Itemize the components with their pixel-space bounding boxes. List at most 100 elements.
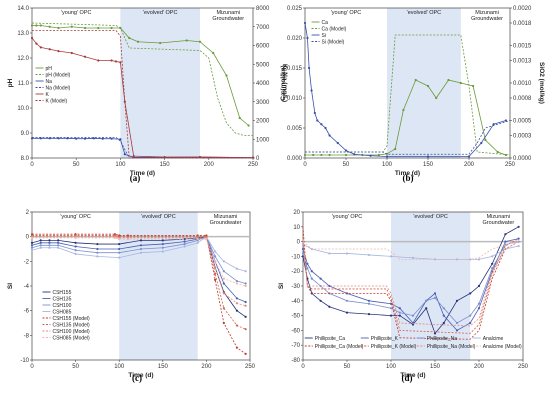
data-point [244,352,247,355]
data-point [214,266,217,269]
data-point [433,292,437,295]
region-label-groundwater: Mizunami [214,214,238,220]
y-tick-label: 10.0 [17,106,29,112]
data-point [442,321,445,325]
x-tick-label: 50 [343,162,350,168]
data-point [344,149,348,152]
x-axis-label: Time (d) [130,170,155,177]
legend-entry: Ca [322,20,329,26]
data-point [39,244,42,247]
y-tick-label: 0.020 [287,36,303,42]
data-point [35,42,38,45]
data-point [39,24,42,27]
y2-tick-label: 4000 [256,81,270,87]
data-point [306,36,309,40]
data-point [126,238,130,241]
y-tick-label: -10 [291,254,300,260]
data-point [336,141,339,145]
data-point [118,251,121,254]
data-point [319,299,322,302]
series-line [31,236,246,303]
data-point [57,241,60,244]
data-point [504,240,507,243]
series-line [302,238,519,327]
legend-entry: Ca (Model) [322,26,347,32]
data-point [425,307,428,310]
data-point [96,251,99,254]
legend-entry: Phillipsite_Ca [315,336,346,342]
legend-entry: K (Model) [46,98,68,104]
data-point [48,246,51,249]
panel-caption: (a) [130,173,141,183]
data-point [469,321,472,325]
data-point [306,262,309,265]
evolved-region-shade [119,212,198,360]
data-point [222,270,225,273]
data-point [235,282,239,285]
data-point [433,296,437,299]
data-point [477,307,481,310]
data-point [74,236,77,239]
data-point [442,307,445,310]
data-point [324,126,327,130]
data-point [196,238,199,241]
data-point [183,242,186,246]
region-label-young: 'young' OPC [60,214,91,220]
data-point [504,119,507,122]
data-point [235,279,239,283]
x-tick-label: 250 [245,364,256,370]
data-point [328,305,331,308]
data-point [110,137,113,140]
y2-tick-label: 1000 [256,137,270,143]
data-point [455,321,459,325]
x-tick-label: 150 [430,364,441,370]
region-label-young: 'young' OPC [332,214,363,220]
y2-tick-label: 3000 [256,100,270,106]
data-point [214,278,217,281]
legend-entry: Phillipsite_Ca (Model) [315,344,364,350]
panel-caption: (d) [402,373,413,383]
data-point [70,25,73,28]
data-point [312,153,315,157]
data-point [398,314,401,317]
data-point [97,59,100,62]
data-point [517,237,520,240]
data-point [491,262,494,265]
y-tick-label: 9.0 [21,131,30,137]
data-point [48,25,51,28]
data-point [433,332,437,335]
data-point [97,26,100,30]
x-tick-label: 200 [204,162,215,168]
y2-tick-label: 0.0003 [513,134,532,140]
data-point [183,240,186,243]
data-point [301,252,305,255]
data-point [118,242,121,246]
data-point [183,245,186,248]
data-point [222,321,225,325]
data-point [345,311,349,314]
data-point [316,119,319,122]
y-tick-label: -80 [291,358,300,364]
y-tick-label: -70 [291,343,300,349]
region-label-groundwater: Groundwater [212,16,244,22]
data-point [320,123,323,126]
panel-caption: (c) [132,373,142,383]
data-point [39,239,42,242]
data-point [74,252,77,256]
region-label-groundwater: Groundwater [210,220,242,226]
data-point [222,260,225,263]
legend-entry: pH (Model) [46,72,71,78]
data-point [484,138,487,142]
chart-panel-b: 0 50 100 150 200 250 0.000 0.005 0.010 0.015 0.020… [280,6,545,183]
data-point [425,299,428,302]
y2-tick-label: 0.0015 [513,44,532,50]
legend: Phillipsite_Ca Phillipsite_K Phillipsite_N… [304,336,522,350]
data-point [119,61,122,64]
data-point [496,150,499,154]
data-point [244,304,247,307]
legend-entry: Analcime [483,336,504,342]
data-point [504,233,507,236]
data-point [389,255,393,258]
